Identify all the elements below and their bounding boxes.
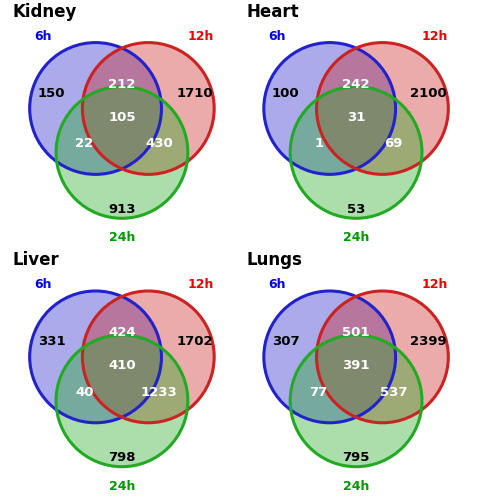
Text: 501: 501 (342, 326, 370, 339)
Text: 242: 242 (342, 78, 370, 91)
Text: 77: 77 (310, 386, 328, 398)
Circle shape (30, 42, 162, 174)
Text: 430: 430 (145, 137, 173, 150)
Text: 798: 798 (108, 452, 136, 464)
Text: Liver: Liver (12, 251, 59, 269)
Circle shape (264, 291, 396, 423)
Text: 24h: 24h (343, 480, 369, 493)
Text: 6h: 6h (268, 278, 286, 291)
Text: 12h: 12h (188, 278, 214, 291)
Text: 12h: 12h (188, 30, 214, 43)
Text: 150: 150 (38, 86, 65, 100)
Text: 2399: 2399 (410, 335, 447, 348)
Text: 105: 105 (108, 111, 136, 124)
Text: Heart: Heart (246, 2, 299, 21)
Text: 307: 307 (272, 335, 300, 348)
Text: 795: 795 (342, 452, 370, 464)
Text: 12h: 12h (422, 30, 448, 43)
Circle shape (30, 291, 162, 423)
Text: 24h: 24h (109, 480, 135, 493)
Circle shape (82, 42, 214, 174)
Text: 2100: 2100 (410, 86, 447, 100)
Text: 6h: 6h (34, 30, 52, 43)
Text: 53: 53 (347, 203, 365, 216)
Circle shape (316, 42, 448, 174)
Circle shape (290, 86, 422, 218)
Text: 1: 1 (314, 137, 323, 150)
Text: 12h: 12h (422, 278, 448, 291)
Text: 331: 331 (38, 335, 65, 348)
Text: 100: 100 (272, 86, 300, 100)
Text: 1710: 1710 (176, 86, 213, 100)
Text: 24h: 24h (343, 232, 369, 244)
Text: 40: 40 (76, 386, 94, 398)
Text: 913: 913 (108, 203, 136, 216)
Circle shape (290, 335, 422, 466)
Text: Lungs: Lungs (246, 251, 302, 269)
Text: 410: 410 (108, 359, 136, 372)
Circle shape (82, 291, 214, 423)
Text: 22: 22 (76, 137, 94, 150)
Circle shape (316, 291, 448, 423)
Text: 212: 212 (108, 78, 136, 91)
Text: 6h: 6h (268, 30, 286, 43)
Text: Kidney: Kidney (12, 2, 76, 21)
Circle shape (264, 42, 396, 174)
Text: 537: 537 (380, 386, 407, 398)
Circle shape (56, 335, 188, 466)
Text: 1702: 1702 (176, 335, 213, 348)
Text: 24h: 24h (109, 232, 135, 244)
Text: 1233: 1233 (141, 386, 178, 398)
Text: 6h: 6h (34, 278, 52, 291)
Text: 69: 69 (384, 137, 402, 150)
Circle shape (56, 86, 188, 218)
Text: 31: 31 (347, 111, 365, 124)
Text: 391: 391 (342, 359, 370, 372)
Text: 424: 424 (108, 326, 136, 339)
